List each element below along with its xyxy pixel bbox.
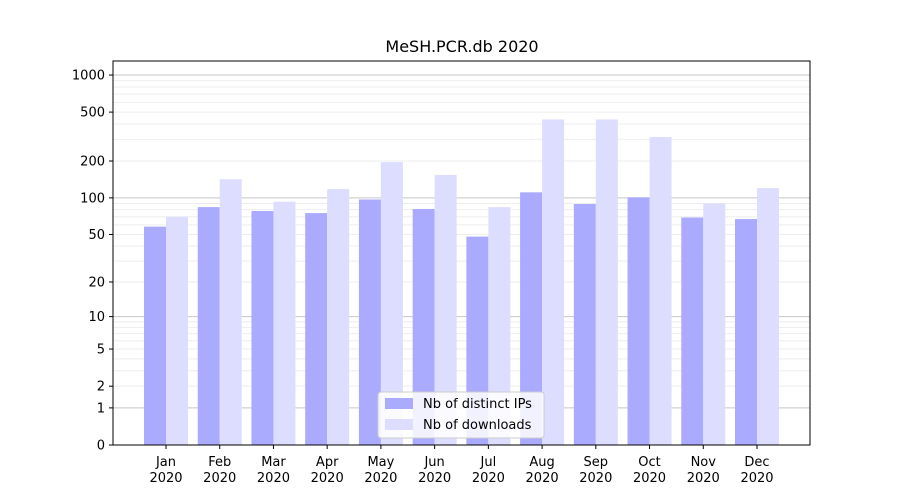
x-tick-label-year: 2020 <box>579 471 612 486</box>
bars <box>144 119 779 445</box>
bar-downloads <box>273 201 296 445</box>
x-tick-label-year: 2020 <box>472 471 505 486</box>
bar-distinct-ips <box>412 209 435 445</box>
x-tick-label-month: Oct <box>638 455 660 470</box>
bar-downloads <box>703 203 726 445</box>
x-tick-label-year: 2020 <box>149 471 182 486</box>
x-tick-label-month: Sep <box>584 455 609 470</box>
x-tick-label-month: Dec <box>744 455 769 470</box>
bar-downloads <box>380 162 403 445</box>
bar-downloads <box>434 174 457 445</box>
x-tick-label-month: Jun <box>423 455 444 470</box>
y-tick-label: 100 <box>80 191 105 206</box>
y-tick-label: 200 <box>80 155 105 170</box>
y-tick-label: 5 <box>97 343 105 358</box>
bar-distinct-ips <box>144 226 166 445</box>
y-tick-label: 20 <box>88 275 105 290</box>
bar-downloads <box>219 179 242 445</box>
y-tick-label: 50 <box>88 228 105 243</box>
chart-title: MeSH.PCR.db 2020 <box>385 37 538 56</box>
bar-distinct-ips <box>197 207 220 445</box>
bar-distinct-ips <box>681 217 704 445</box>
y-tick-label: 500 <box>80 106 105 121</box>
plot-frame <box>112 60 811 446</box>
x-tick-label-year: 2020 <box>203 471 236 486</box>
x-tick-label-year: 2020 <box>311 471 344 486</box>
x-tick-label-month: Apr <box>316 455 339 470</box>
bar-distinct-ips <box>520 192 543 445</box>
legend-swatch <box>385 419 413 430</box>
bar-downloads <box>757 188 779 445</box>
x-tick-label-month: Jul <box>480 455 497 470</box>
x-tick-label-year: 2020 <box>633 471 666 486</box>
y-tick-label: 0 <box>97 439 105 454</box>
y-tick-label: 1 <box>97 401 105 416</box>
bar-distinct-ips <box>305 213 328 445</box>
bar-downloads <box>649 136 672 445</box>
legend-label: Nb of distinct IPs <box>423 397 532 412</box>
x-tick-label-year: 2020 <box>418 471 451 486</box>
bar-distinct-ips <box>358 199 381 445</box>
x-tick-label-month: Aug <box>529 455 554 470</box>
x-tick-label-month: Feb <box>208 455 231 470</box>
legend: Nb of distinct IPs Nb of downloads <box>377 391 545 439</box>
x-tick-label-month: Jan <box>155 455 176 470</box>
y-axis-ticks: 0 1 2 5 10 20 50 100 200 500 1000 <box>72 69 113 454</box>
x-tick-label-month: Nov <box>691 455 717 470</box>
y-tick-label: 10 <box>88 310 105 325</box>
bar-downloads <box>595 119 618 445</box>
bar-distinct-ips <box>251 211 274 445</box>
x-tick-label-year: 2020 <box>257 471 290 486</box>
bar-downloads <box>488 207 511 445</box>
bar-downloads <box>327 189 350 445</box>
x-tick-label-year: 2020 <box>526 471 559 486</box>
x-tick-label-year: 2020 <box>687 471 720 486</box>
x-tick-label-year: 2020 <box>740 471 773 486</box>
bar-distinct-ips <box>735 219 757 445</box>
bar-downloads <box>166 216 188 445</box>
legend-swatch <box>385 398 413 409</box>
bar-downloads <box>542 119 565 445</box>
x-tick-label-month: May <box>367 455 394 470</box>
bar-distinct-ips <box>573 204 596 445</box>
x-tick-label-year: 2020 <box>364 471 397 486</box>
legend-box <box>377 391 545 439</box>
x-tick-label-month: Mar <box>261 455 286 470</box>
x-axis-ticks: Jan2020Feb2020Mar2020Apr2020May2020Jun20… <box>149 445 774 486</box>
y-tick-label: 2 <box>97 380 105 395</box>
legend-label: Nb of downloads <box>423 418 532 433</box>
bar-distinct-ips <box>627 197 650 445</box>
y-tick-label: 1000 <box>72 69 105 84</box>
